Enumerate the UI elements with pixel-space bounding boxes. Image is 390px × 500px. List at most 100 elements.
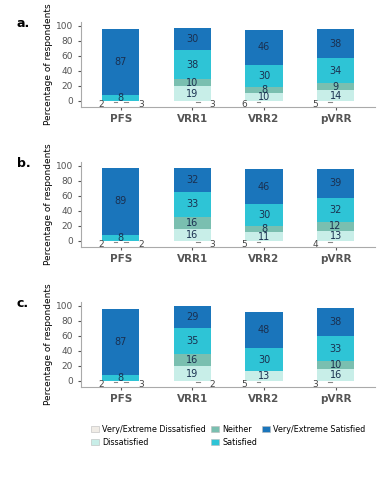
Text: 35: 35 <box>186 336 199 346</box>
Text: 6: 6 <box>241 100 247 108</box>
Legend: Very/Extreme Dissatisfied, Dissatisfied, Neither, Satisfied, Very/Extreme Satisf: Very/Extreme Dissatisfied, Dissatisfied,… <box>88 422 369 450</box>
Text: 3: 3 <box>138 380 144 388</box>
Text: 30: 30 <box>258 210 270 220</box>
Bar <box>174 192 211 216</box>
Y-axis label: Percentage of respondents: Percentage of respondents <box>44 4 53 125</box>
Y-axis label: Percentage of respondents: Percentage of respondents <box>44 144 53 265</box>
Text: 8: 8 <box>118 232 124 242</box>
Text: 2: 2 <box>98 240 104 248</box>
Text: 9: 9 <box>333 82 339 92</box>
Text: b.: b. <box>17 156 30 170</box>
Bar <box>317 168 354 198</box>
Bar <box>245 312 283 348</box>
Text: 3: 3 <box>209 240 215 248</box>
Text: 87: 87 <box>115 57 127 67</box>
Text: 11: 11 <box>258 232 270 241</box>
Bar <box>317 30 354 58</box>
Text: 8: 8 <box>261 224 267 234</box>
Bar <box>317 58 354 84</box>
Text: 16: 16 <box>186 356 199 366</box>
Text: 30: 30 <box>186 34 199 44</box>
Bar <box>317 231 354 240</box>
Text: 39: 39 <box>330 178 342 188</box>
Text: 38: 38 <box>330 38 342 48</box>
Text: 89: 89 <box>115 196 127 206</box>
Bar <box>102 234 140 240</box>
Text: 32: 32 <box>186 175 199 185</box>
Text: a.: a. <box>17 16 30 30</box>
Text: 8: 8 <box>118 372 124 382</box>
Bar <box>245 170 283 204</box>
Text: 14: 14 <box>330 90 342 101</box>
Bar <box>245 64 283 87</box>
Bar <box>317 84 354 90</box>
Text: 2: 2 <box>98 100 104 108</box>
Bar <box>317 198 354 222</box>
Bar <box>245 30 283 64</box>
Bar <box>102 374 140 380</box>
Bar <box>174 168 211 192</box>
Y-axis label: Percentage of respondents: Percentage of respondents <box>44 284 53 405</box>
Text: 10: 10 <box>330 360 342 370</box>
Text: 29: 29 <box>186 312 199 322</box>
Bar <box>245 226 283 232</box>
Text: 33: 33 <box>186 200 199 209</box>
Text: 30: 30 <box>258 71 270 81</box>
Text: 48: 48 <box>258 326 270 336</box>
Bar <box>245 87 283 93</box>
Bar <box>245 204 283 227</box>
Text: 5: 5 <box>241 240 247 248</box>
Text: 38: 38 <box>186 60 199 70</box>
Text: 16: 16 <box>186 218 199 228</box>
Text: 32: 32 <box>330 205 342 215</box>
Text: c.: c. <box>17 296 29 310</box>
Text: 4: 4 <box>313 240 318 248</box>
Text: 16: 16 <box>186 230 199 239</box>
Bar <box>317 368 354 380</box>
Text: 13: 13 <box>330 231 342 241</box>
Bar <box>245 232 283 240</box>
Bar <box>317 222 354 231</box>
Bar <box>102 30 140 94</box>
Text: 87: 87 <box>115 337 127 347</box>
Text: 2: 2 <box>210 380 215 388</box>
Bar <box>317 361 354 368</box>
Bar <box>245 348 283 371</box>
Bar <box>174 86 211 101</box>
Text: 8: 8 <box>261 85 267 95</box>
Text: 46: 46 <box>258 182 270 192</box>
Bar <box>174 228 211 240</box>
Bar <box>245 93 283 101</box>
Text: 3: 3 <box>313 380 319 388</box>
Bar <box>317 90 354 101</box>
Bar <box>174 28 211 50</box>
Text: 5: 5 <box>313 100 319 108</box>
Text: 46: 46 <box>258 42 270 52</box>
Bar <box>245 371 283 380</box>
Bar <box>317 308 354 336</box>
Bar <box>174 306 211 328</box>
Text: 30: 30 <box>258 354 270 364</box>
Bar <box>102 168 140 234</box>
Bar <box>174 366 211 380</box>
Bar <box>174 216 211 228</box>
Text: 19: 19 <box>186 368 199 378</box>
Text: 5: 5 <box>241 380 247 388</box>
Text: 8: 8 <box>118 93 124 103</box>
Text: 2: 2 <box>98 380 104 388</box>
Text: 33: 33 <box>330 344 342 354</box>
Bar <box>174 354 211 366</box>
Text: 2: 2 <box>138 240 144 248</box>
Text: 19: 19 <box>186 88 199 99</box>
Bar <box>102 310 140 374</box>
Bar <box>174 79 211 86</box>
Text: 13: 13 <box>258 371 270 381</box>
Bar <box>174 50 211 79</box>
Text: 16: 16 <box>330 370 342 380</box>
Text: 3: 3 <box>138 100 144 108</box>
Text: 38: 38 <box>330 317 342 327</box>
Text: 10: 10 <box>258 92 270 102</box>
Text: 12: 12 <box>330 222 342 232</box>
Text: 34: 34 <box>330 66 342 76</box>
Text: 3: 3 <box>209 100 215 108</box>
